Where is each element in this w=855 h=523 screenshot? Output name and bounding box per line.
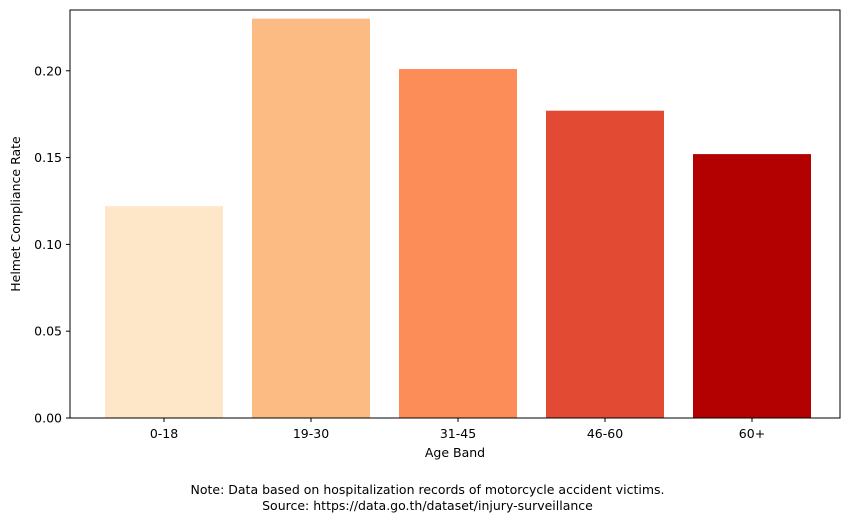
bar-46-60 [546,110,664,418]
y-tick-label: 0.15 [34,150,62,165]
y-tick-label: 0.05 [34,324,62,339]
x-tick-label: 60+ [739,426,765,441]
bars-group [105,18,811,419]
footnote-source: Source: https://data.go.th/dataset/injur… [262,498,593,513]
y-axis-ticks: 0.00 0.05 0.10 0.15 0.20 [34,63,70,426]
x-tick-label: 0-18 [150,426,178,441]
footnote: Note: Data based on hospitalization reco… [0,482,855,514]
bar-60+ [693,154,811,419]
y-tick-label: 0.20 [34,63,62,78]
x-tick-label: 19-30 [293,426,329,441]
bar-19-30 [252,18,370,419]
x-tick-label: 46-60 [587,426,623,441]
footnote-note: Note: Data based on hospitalization reco… [190,482,665,497]
x-axis-label: Age Band [425,445,485,460]
y-tick-label: 0.00 [34,411,62,426]
y-tick-label: 0.10 [34,237,62,252]
x-axis-ticks: 0-18 19-30 31-45 46-60 60+ [150,418,765,441]
bar-31-45 [399,69,517,418]
y-axis-label: Helmet Compliance Rate [8,136,23,292]
x-tick-label: 31-45 [440,426,476,441]
plot-frame [69,9,841,419]
bar-0-18 [105,206,223,418]
